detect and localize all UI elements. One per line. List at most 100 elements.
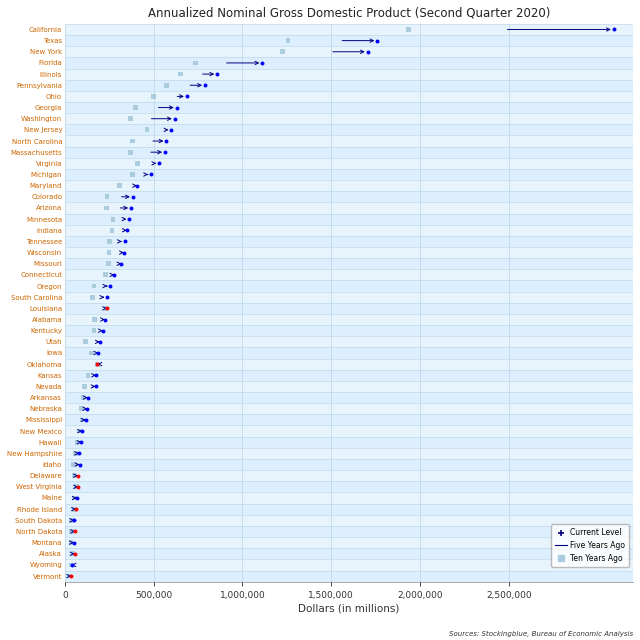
Bar <box>65 68 633 79</box>
Point <box>70 448 81 458</box>
Point <box>115 180 125 191</box>
Point <box>89 326 99 336</box>
Bar <box>65 548 633 559</box>
Point <box>81 337 91 347</box>
Bar <box>65 426 633 436</box>
Bar <box>65 448 633 459</box>
Bar <box>65 325 633 336</box>
Point <box>127 191 138 202</box>
Bar <box>65 58 633 68</box>
Point <box>103 259 113 269</box>
Bar <box>65 124 633 136</box>
Point <box>372 35 382 45</box>
Bar <box>65 392 633 403</box>
Point <box>91 370 101 380</box>
Bar <box>65 236 633 247</box>
Point <box>100 270 111 280</box>
Point <box>93 348 104 358</box>
Point <box>161 136 172 146</box>
Bar <box>65 459 633 470</box>
Point <box>142 125 152 135</box>
Point <box>72 482 82 492</box>
Point <box>83 370 93 380</box>
Point <box>130 102 140 113</box>
Point <box>68 548 78 559</box>
Point <box>283 35 293 45</box>
Point <box>66 538 76 548</box>
Point <box>101 203 111 213</box>
Point <box>102 303 112 314</box>
Bar <box>65 225 633 236</box>
Point <box>65 571 75 581</box>
Point <box>124 214 134 224</box>
Bar <box>65 381 633 392</box>
Point <box>73 470 83 481</box>
Point <box>82 404 92 414</box>
Bar <box>65 136 633 147</box>
Point <box>102 292 112 302</box>
Bar <box>65 303 633 314</box>
Point <box>83 392 93 403</box>
Bar <box>65 113 633 124</box>
Point <box>125 147 136 157</box>
Point <box>146 170 156 180</box>
Bar <box>65 414 633 426</box>
Point <box>89 281 99 291</box>
Point <box>74 460 84 470</box>
Point <box>108 214 118 224</box>
Point <box>132 180 142 191</box>
Point <box>66 571 76 581</box>
Point <box>104 248 114 258</box>
Point <box>74 448 84 458</box>
Bar <box>65 102 633 113</box>
Point <box>160 147 170 157</box>
Point <box>72 493 82 503</box>
Point <box>119 248 129 258</box>
Point <box>176 69 186 79</box>
Point <box>90 381 100 392</box>
Point <box>107 225 117 236</box>
Point <box>69 493 79 503</box>
Bar <box>65 570 633 582</box>
Title: Annualized Nominal Gross Domestic Product (Second Quarter 2020): Annualized Nominal Gross Domestic Produc… <box>148 7 550 20</box>
Bar <box>65 157 633 169</box>
Point <box>69 515 79 525</box>
Bar <box>65 24 633 35</box>
Point <box>95 337 105 347</box>
Point <box>81 415 91 425</box>
Point <box>126 203 136 213</box>
Point <box>70 526 80 536</box>
Point <box>127 170 138 180</box>
Point <box>161 80 172 90</box>
Point <box>191 58 201 68</box>
Point <box>72 437 82 447</box>
Point <box>116 259 127 269</box>
Bar <box>65 526 633 537</box>
Legend: Current Level, Five Years Ago, Ten Years Ago: Current Level, Five Years Ago, Ten Years… <box>551 524 629 566</box>
Point <box>104 236 115 246</box>
Point <box>182 92 192 102</box>
Bar <box>65 336 633 348</box>
Bar <box>65 504 633 515</box>
Point <box>172 102 182 113</box>
Point <box>78 392 88 403</box>
Point <box>362 47 372 57</box>
Bar <box>65 492 633 504</box>
Point <box>69 504 79 515</box>
Bar <box>65 481 633 492</box>
Point <box>404 24 414 35</box>
Bar <box>65 191 633 202</box>
Point <box>67 515 77 525</box>
Bar <box>65 358 633 370</box>
Point <box>125 113 136 124</box>
Point <box>132 158 143 168</box>
X-axis label: Dollars (in millions): Dollars (in millions) <box>298 604 400 614</box>
Bar <box>65 258 633 269</box>
Point <box>68 538 79 548</box>
Bar <box>65 436 633 448</box>
Point <box>98 326 108 336</box>
Point <box>92 359 102 369</box>
Bar <box>65 46 633 58</box>
Point <box>92 359 102 369</box>
Bar <box>65 247 633 258</box>
